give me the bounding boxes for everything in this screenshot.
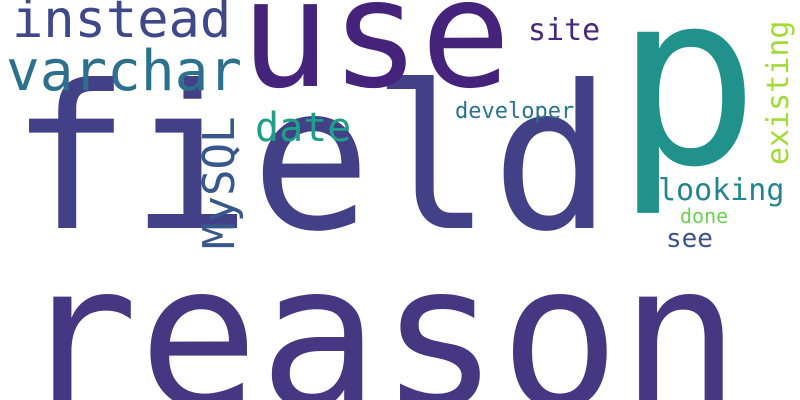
word-varchar: varchar [6, 39, 243, 104]
word-existing: existing [761, 20, 796, 166]
word-date: date [255, 105, 352, 151]
word-see: see [666, 224, 713, 254]
word-mysql: MySQL [194, 116, 245, 249]
word-developer: developer [455, 99, 575, 124]
word-reason: reason [18, 221, 741, 400]
word-instead: instead [12, 0, 232, 50]
word-use: use [240, 0, 511, 122]
word-done: done [680, 204, 729, 228]
word-site: site [528, 13, 601, 48]
word-looking: looking [658, 173, 785, 208]
word-p: p [615, 0, 760, 220]
word-field: field [10, 43, 613, 276]
